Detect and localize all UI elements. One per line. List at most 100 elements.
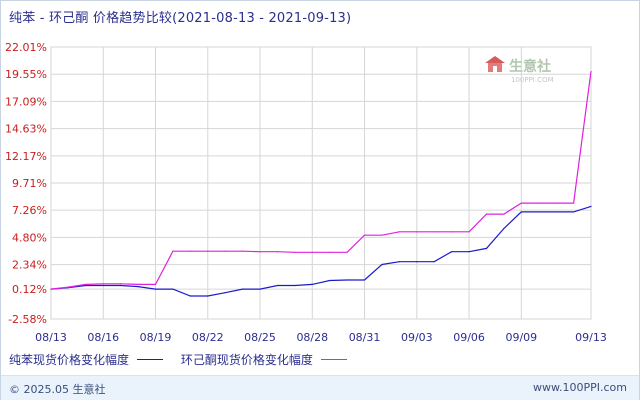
data-point	[485, 247, 488, 250]
data-point	[224, 250, 226, 252]
y-tick-label: 19.55%	[5, 68, 47, 81]
watermark-url: 100PPI.COM	[511, 76, 554, 84]
legend-swatch-series2	[320, 359, 347, 360]
data-point	[85, 284, 87, 287]
series-line-2	[50, 71, 592, 290]
data-point	[102, 283, 104, 285]
data-point	[555, 211, 557, 213]
series-lines	[50, 70, 592, 297]
y-tick-label: 7.26%	[12, 204, 47, 217]
data-point	[503, 213, 505, 215]
data-point	[294, 284, 296, 287]
y-tick-label: 0.12%	[12, 283, 47, 296]
x-tick-label: 09/09	[505, 331, 537, 344]
data-point	[137, 283, 139, 285]
data-point	[311, 251, 313, 253]
data-point	[451, 251, 453, 253]
series-line-1	[50, 205, 592, 297]
data-point	[120, 283, 122, 285]
data-point	[381, 234, 383, 236]
data-point	[154, 288, 157, 290]
data-point	[120, 284, 122, 287]
data-point	[485, 213, 488, 215]
data-point	[329, 279, 331, 282]
data-point	[416, 261, 418, 263]
data-point	[468, 251, 470, 253]
data-point	[363, 279, 366, 281]
data-point	[468, 231, 470, 233]
legend-item-series2: 环己酮现货价格变化幅度	[181, 351, 347, 368]
y-tick-label: 22.01%	[5, 41, 47, 54]
data-point	[329, 251, 331, 253]
y-tick-label: 12.17%	[5, 150, 47, 163]
data-point	[207, 295, 209, 297]
data-point	[189, 250, 191, 252]
data-point	[137, 285, 139, 288]
data-point	[242, 250, 244, 252]
y-tick-label: 14.63%	[5, 123, 47, 136]
x-tick-label: 09/13	[575, 331, 607, 344]
x-tick-label: 08/13	[35, 331, 67, 344]
data-point	[572, 211, 575, 213]
y-tick-label: 9.71%	[12, 177, 47, 190]
data-point	[398, 231, 400, 233]
data-point	[85, 283, 87, 285]
data-point	[520, 211, 522, 213]
footer-site-link[interactable]: www.100PPI.com	[533, 381, 627, 394]
x-tick-label: 09/03	[401, 331, 433, 344]
data-point	[172, 250, 174, 252]
data-point	[520, 202, 522, 204]
data-point	[433, 231, 435, 233]
footer-copyright: © 2025.05 生意社	[9, 383, 106, 396]
data-point	[259, 288, 261, 290]
data-point	[398, 261, 400, 263]
x-tick-label: 09/06	[453, 331, 485, 344]
x-tick-label: 08/22	[192, 331, 224, 344]
data-point	[590, 205, 592, 207]
x-tick-label: 08/31	[349, 331, 381, 344]
y-axis-ticks: -2.58% 0.12% 2.34% 4.80% 7.26% 9.71% 12.17% 14.…	[5, 41, 47, 326]
data-point	[503, 227, 505, 230]
data-point	[416, 231, 418, 233]
data-point	[154, 283, 157, 285]
data-point	[50, 288, 52, 290]
data-point	[224, 292, 226, 294]
data-point	[276, 284, 279, 287]
data-point	[102, 284, 104, 287]
chart-legend: 纯苯现货价格变化幅度 环己酮现货价格变化幅度	[9, 351, 361, 369]
data-point	[451, 231, 453, 233]
data-point	[538, 202, 540, 204]
x-axis-ticks: 08/13 08/16 08/19 08/22 08/25 08/28 08/31 09/03…	[35, 331, 607, 344]
data-point	[363, 234, 366, 236]
data-point	[67, 286, 70, 288]
x-tick-label: 08/28	[296, 331, 328, 344]
data-point	[311, 283, 313, 285]
x-tick-label: 08/25	[244, 331, 276, 344]
data-point	[207, 250, 209, 252]
x-tick-label: 08/19	[140, 331, 172, 344]
data-point	[242, 288, 244, 290]
legend-label-series1: 纯苯现货价格变化幅度	[9, 353, 130, 367]
chart-title: 纯苯 - 环己酮 价格趋势比较(2021-08-13 - 2021-09-13)	[9, 11, 352, 26]
y-tick-label: 2.34%	[12, 259, 47, 272]
data-point	[381, 263, 383, 266]
data-point	[572, 202, 575, 204]
legend-label-series2: 环己酮现货价格变化幅度	[180, 353, 313, 367]
watermark-brand: 生意社	[509, 58, 551, 75]
data-point	[346, 279, 348, 281]
data-point	[538, 211, 540, 213]
data-point	[259, 251, 261, 253]
data-point	[346, 251, 348, 253]
legend-swatch-series1	[137, 359, 164, 360]
data-point	[189, 295, 191, 297]
legend-item-series1: 纯苯现货价格变化幅度	[9, 351, 164, 368]
data-point	[172, 288, 174, 290]
y-tick-label: 4.80%	[12, 231, 47, 244]
watermark-logo: 生意社 100PPI.COM	[485, 56, 554, 84]
x-tick-label: 08/16	[87, 331, 119, 344]
footer-bar: © 2025.05 生意社 www.100PPI.com	[1, 375, 639, 400]
y-tick-label: 17.09%	[5, 95, 47, 108]
data-point	[590, 70, 592, 73]
